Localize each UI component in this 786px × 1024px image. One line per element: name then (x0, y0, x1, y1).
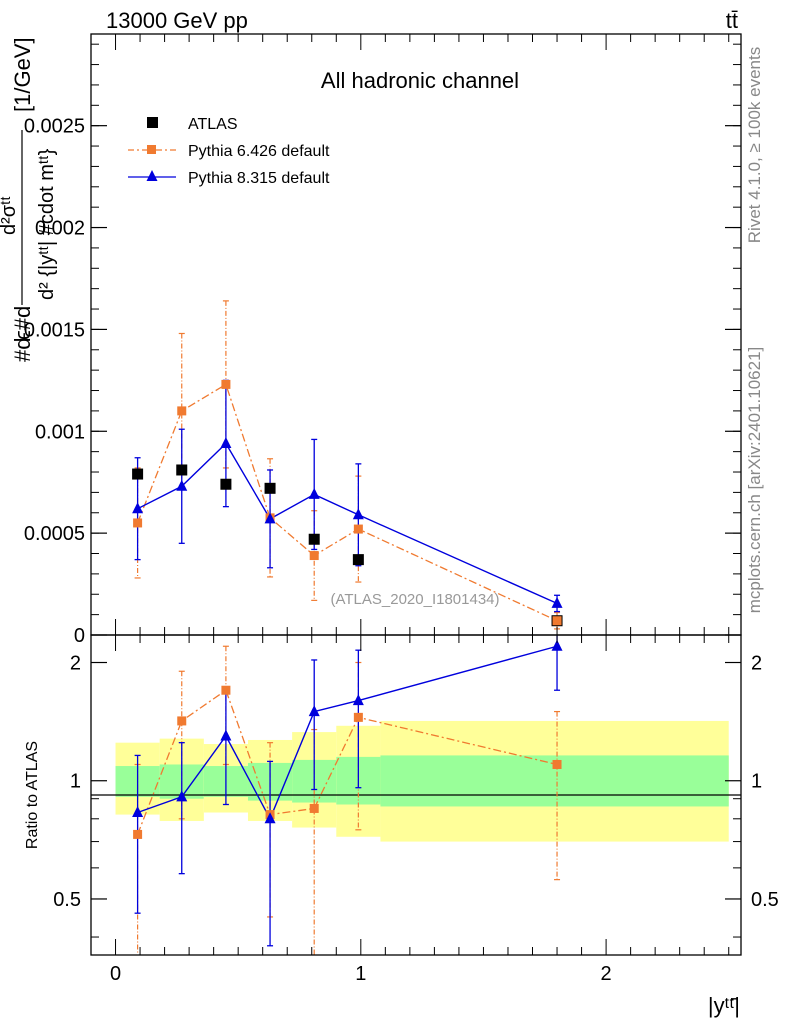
legend: ATLAS Pythia 6.426 default Pythia 8.315 … (128, 116, 330, 187)
pythia8-point (551, 596, 563, 608)
y-label-numerator: d²σᵗᵗ (0, 196, 20, 235)
ratio-plot-marks (132, 635, 563, 955)
y-label-unit: [1/GeV] (10, 37, 35, 112)
x-axis-label: |yᵗᵗ̄| (708, 993, 740, 1018)
main-plot-marks (132, 300, 563, 630)
mcplots-label: mcplots.cern.ch [arXiv:2401.10621] (745, 347, 764, 613)
legend-atlas-label: ATLAS (188, 116, 238, 133)
ratio-pythia6-point (309, 803, 319, 813)
ratio-pythia8-point (132, 806, 144, 818)
ratio-ytick-label-right: 0.5 (751, 889, 779, 911)
ratio-pythia8-point (264, 812, 276, 824)
ratio-ytick-label: 0.5 (53, 889, 81, 911)
ratio-pythia6-point (177, 716, 187, 726)
atlas-point (352, 554, 364, 566)
ratio-axis-ticks: 0.5 0.5 1 1 2 2 0 1 2 (53, 635, 779, 985)
ratio-ytick-label-right: 1 (751, 771, 762, 793)
pythia6-point (221, 379, 231, 389)
y-label-denominator: d² {|yᵗᵗ| #cdot mᵗᵗ} (36, 148, 58, 300)
ratio-frame (90, 634, 742, 956)
pythia6-point (309, 551, 319, 561)
ratio-pythia6-point (353, 712, 363, 722)
y-label-part-a: #d (10, 338, 35, 362)
pythia6-point (133, 518, 143, 528)
pythia8-point (176, 479, 188, 491)
main-ytick-label: 0.0005 (24, 523, 85, 545)
main-ytick-label: 0.001 (35, 421, 85, 443)
atlas-point (308, 533, 320, 545)
pythia8-point (352, 508, 364, 520)
legend-pythia8-marker (146, 170, 158, 181)
ratio-pythia6-point (552, 759, 562, 769)
ratio-xtick-label: 1 (355, 963, 366, 985)
pythia6-point (177, 406, 187, 416)
atlas-point (220, 478, 232, 490)
pythia8-line (137, 442, 558, 605)
ratio-pythia6-point (221, 685, 231, 695)
main-ytick-label: 0.0025 (24, 116, 85, 138)
pythia6-line (136, 383, 558, 622)
legend-pythia6-marker (147, 145, 156, 154)
ratio-pythia8-point (308, 705, 320, 717)
analysis-watermark: (ATLAS_2020_I1801434) (330, 591, 499, 608)
rivet-label: Rivet 4.1.0, ≥ 100k events (745, 47, 764, 243)
atlas-point (176, 464, 188, 476)
ratio-bands (115, 720, 729, 842)
process-label: tt̄ (726, 8, 738, 33)
ratio-panel: 0.5 0.5 1 1 2 2 0 1 2 Ratio to ATLAS |yᵗᵗ̄| (24, 634, 779, 1018)
main-axis-ticks: 0 0.0005 0.001 0.0015 0.002 0.0025 (24, 34, 741, 647)
atlas-point (264, 482, 276, 494)
ratio-pythia6-point (133, 829, 143, 839)
energy-label: 13000 GeV pp (106, 8, 248, 33)
ratio-ytick-label: 2 (70, 653, 81, 675)
ratio-pythia8-point (551, 639, 563, 651)
legend-atlas-marker (147, 117, 158, 128)
ratio-y-axis-label: Ratio to ATLAS (24, 741, 41, 849)
y-label-part-b: ϵ#d (10, 306, 35, 340)
pythia8-point (220, 436, 232, 448)
ratio-pythia8-point (352, 694, 364, 706)
legend-pythia8-label: Pythia 8.315 default (188, 170, 330, 187)
main-ytick-label: 0 (74, 625, 85, 647)
ratio-pythia8-point (220, 729, 232, 741)
chart-title: All hadronic channel (321, 68, 519, 93)
ratio-xtick-label: 2 (601, 963, 612, 985)
atlas-point (132, 468, 144, 480)
legend-pythia6-label: Pythia 6.426 default (188, 143, 330, 160)
ratio-pythia8-point (176, 790, 188, 802)
main-y-axis-label: #d ϵ#d d²σᵗᵗ d² {|yᵗᵗ| #cdot mᵗᵗ} [1/GeV… (0, 37, 58, 362)
main-ytick-label: 0.002 (35, 218, 85, 240)
pythia8-point (264, 512, 276, 524)
ratio-ytick-label-right: 2 (751, 653, 762, 675)
pythia8-point (132, 502, 144, 514)
ratio-xtick-label: 0 (110, 963, 121, 985)
main-panel: 0 0.0005 0.001 0.0015 0.002 0.0025 All hadron… (0, 33, 742, 647)
main-ytick-label: 0.0015 (24, 319, 85, 341)
ratio-ytick-label: 1 (70, 771, 81, 793)
pythia6-point (552, 616, 562, 626)
pythia8-point (308, 487, 320, 499)
pythia6-point (353, 524, 363, 534)
